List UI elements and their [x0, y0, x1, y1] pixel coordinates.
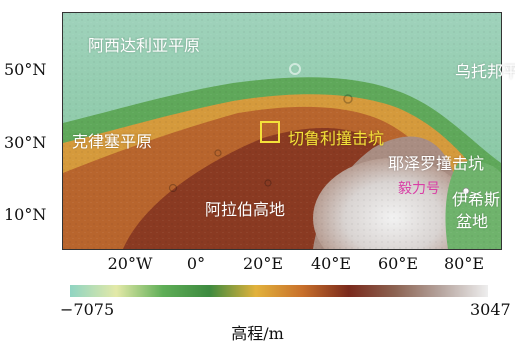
y-tick-10n: 10°N: [4, 205, 47, 224]
colorbar-title: 高程/m: [231, 324, 284, 343]
elevation-map: [62, 12, 502, 250]
x-tick-80e: 80°E: [443, 254, 485, 273]
x-tick-0: 0°: [186, 254, 206, 273]
label-perseverance: 毅力号: [398, 181, 440, 197]
crater-highlight-box: [260, 121, 280, 143]
label-utopia: 乌托邦平原: [455, 62, 515, 81]
colorbar-min-label: −7075: [60, 300, 115, 319]
label-isidis-1: 伊希斯: [452, 190, 501, 209]
label-arcadia: 阿西达利亚平原: [88, 36, 201, 55]
x-tick-20w: 20°W: [107, 254, 153, 273]
y-tick-50n: 50°N: [4, 60, 47, 79]
colorbar-max-label: 3047: [470, 300, 511, 319]
elevation-colorbar: [70, 285, 488, 297]
x-tick-20e: 20°E: [242, 254, 284, 273]
x-tick-60e: 60°E: [377, 254, 419, 273]
terrain-shading: [63, 13, 501, 249]
x-tick-40e: 40°E: [310, 254, 352, 273]
label-arabia: 阿拉伯高地: [205, 200, 286, 219]
label-isidis-2: 盆地: [456, 212, 489, 231]
label-cassini-crater: 切鲁利撞击坑: [288, 129, 385, 148]
label-jezero-crater: 耶泽罗撞击坑: [388, 154, 485, 173]
y-tick-30n: 30°N: [4, 133, 47, 152]
label-chryse: 克律塞平原: [72, 132, 153, 151]
